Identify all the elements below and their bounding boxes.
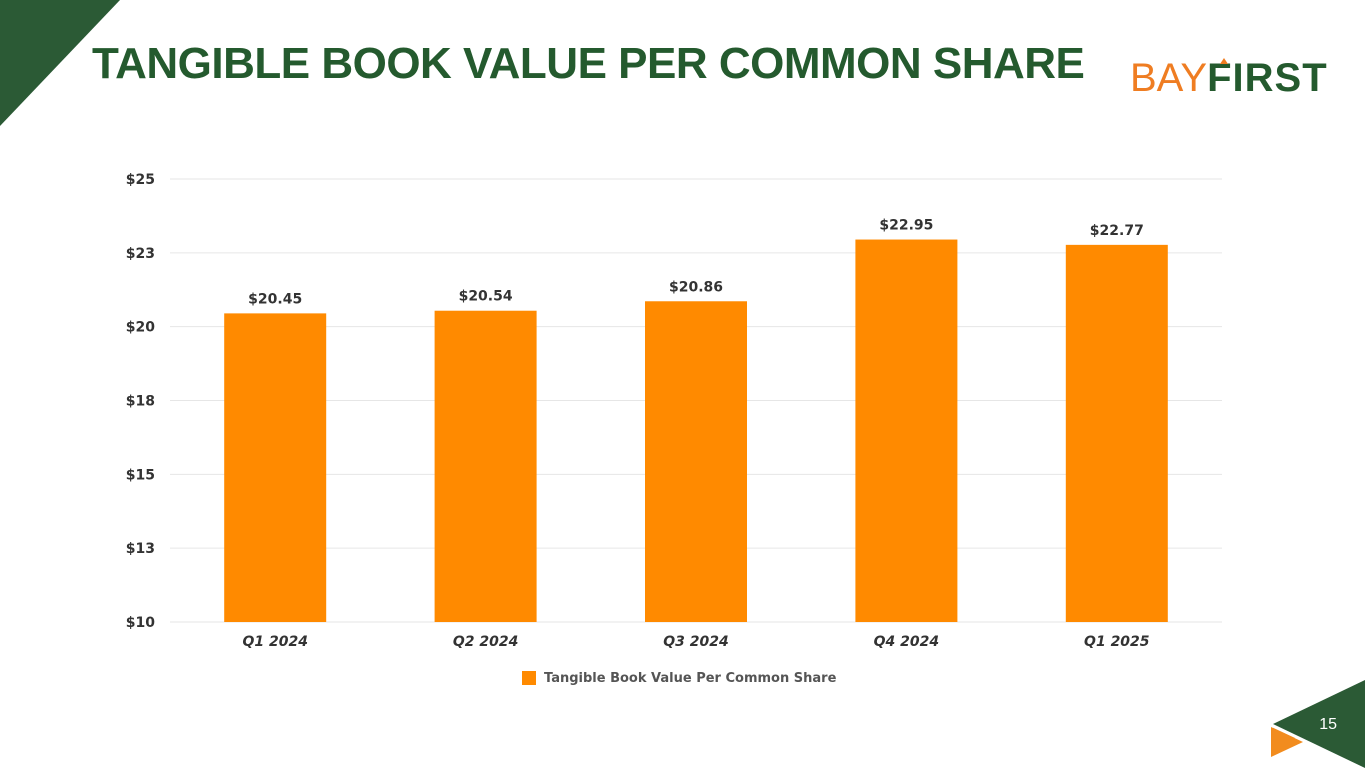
logo-text-first: FIRST [1207,56,1328,100]
x-tick-label: Q1 2025 [1084,634,1150,650]
y-tick-label: $13 [126,541,155,557]
data-label: $20.54 [459,289,513,305]
x-tick-label: Q1 2024 [242,634,307,650]
legend-label: Tangible Book Value Per Common Share [544,670,837,686]
bar [1065,244,1168,623]
corner-triangle-decoration [0,0,120,126]
legend-swatch [522,671,536,685]
bar [855,239,958,622]
bar [224,313,327,622]
y-tick-label: $10 [126,615,155,631]
bayfirst-logo: BAYFIRST [1130,56,1328,100]
y-tick-label: $25 [126,172,155,188]
data-label: $20.45 [248,291,302,307]
chart-legend: Tangible Book Value Per Common Share [522,668,836,688]
logo-accent-mark [1220,58,1229,64]
x-axis-tick-labels: Q1 2024 Q2 2024 Q3 2024 Q4 2024 Q1 2025 [242,634,1149,650]
page-title: TANGIBLE BOOK VALUE PER COMMON SHARE [92,39,1085,88]
y-tick-label: $15 [126,467,155,483]
logo-text-bay: BAY [1130,56,1208,100]
bars [224,239,1168,623]
bar [645,301,747,622]
page-number: 15 [1319,716,1337,733]
x-tick-label: Q4 2024 [874,634,939,650]
bar-chart: $10 $13 $15 $18 $20 $23 $25 $20.45 $20.54 $20.86… [126,172,1222,650]
data-label: $20.86 [669,279,723,295]
bar [434,310,537,622]
y-axis-tick-labels: $10 $13 $15 $18 $20 $23 $25 [126,172,155,631]
x-tick-label: Q3 2024 [663,634,728,650]
data-label: $22.95 [879,218,933,234]
y-tick-label: $20 [126,320,155,336]
data-label: $22.77 [1090,223,1144,239]
data-labels: $20.45 $20.54 $20.86 $22.95 $22.77 [248,218,1144,308]
y-tick-label: $23 [126,246,155,262]
orange-arrow-icon [1271,727,1303,757]
y-tick-label: $18 [126,394,155,410]
x-tick-label: Q2 2024 [453,634,518,650]
